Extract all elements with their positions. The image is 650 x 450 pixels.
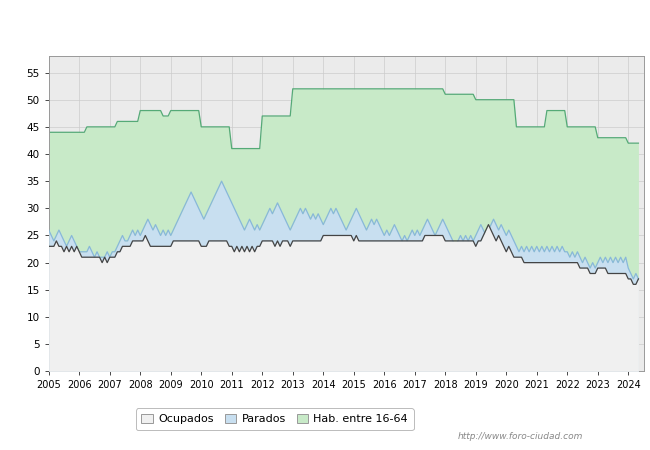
Legend: Ocupados, Parados, Hab. entre 16-64: Ocupados, Parados, Hab. entre 16-64	[136, 408, 413, 430]
Text: http://www.foro-ciudad.com: http://www.foro-ciudad.com	[458, 432, 582, 441]
Text: Chamartín - Evolucion de la poblacion en edad de Trabajar Mayo de 2024: Chamartín - Evolucion de la poblacion en…	[80, 19, 570, 32]
